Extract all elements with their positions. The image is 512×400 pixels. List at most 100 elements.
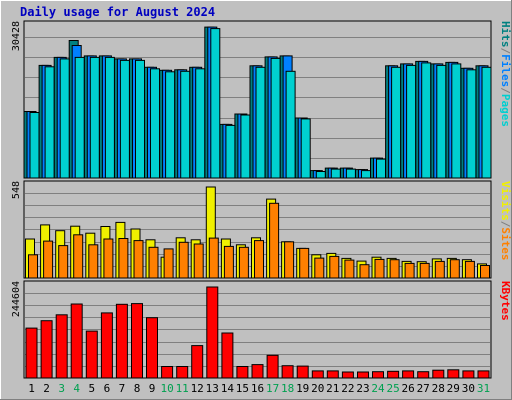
bar-kbytes-day-4 (70, 303, 83, 379)
bar-sites-day-27 (419, 262, 430, 279)
x-tick-label-day-23: 23 (356, 382, 369, 395)
bar-kbytes-day-30 (462, 370, 475, 379)
x-tick-label-day-22: 22 (341, 382, 354, 395)
bar-sites-day-25 (389, 259, 400, 279)
x-tick-label-day-9: 9 (149, 382, 156, 395)
x-tick-label-day-31: 31 (477, 382, 490, 395)
bar-sites-day-19 (299, 247, 310, 279)
legend--label: / (499, 48, 512, 55)
bar-pages-day-15 (240, 114, 251, 179)
chart-title: Daily usage for August 2024 (20, 5, 215, 19)
x-tick-label-day-16: 16 (251, 382, 264, 395)
x-tick-label-day-12: 12 (191, 382, 204, 395)
bar-sites-day-10 (163, 248, 174, 279)
panel-middle-legend: Visits/Sites (499, 181, 512, 261)
bar-kbytes-day-17 (266, 354, 279, 379)
bar-sites-day-15 (238, 246, 249, 279)
bar-sites-day-16 (254, 240, 264, 279)
series-sites (28, 202, 490, 279)
bar-pages-day-6 (104, 56, 115, 179)
bar-kbytes-day-25 (387, 370, 400, 379)
bar-kbytes-day-14 (221, 332, 234, 379)
legend--label: / (499, 87, 512, 94)
x-tick-label-day-19: 19 (296, 382, 309, 395)
bar-kbytes-day-27 (417, 371, 430, 379)
x-tick-label-day-26: 26 (401, 382, 414, 395)
legend-visits-label: Visits (499, 181, 512, 221)
bar-kbytes-day-18 (281, 365, 294, 379)
panel-top: 30428 Hits/Files/Pages (11, 20, 512, 179)
bar-sites-day-31 (480, 265, 490, 279)
bar-sites-day-24 (374, 258, 385, 279)
bar-pages-day-3 (59, 58, 70, 179)
bar-sites-day-8 (133, 240, 144, 279)
bar-kbytes-day-13 (206, 286, 219, 379)
x-tick-label-day-30: 30 (462, 382, 475, 395)
bar-sites-day-7 (118, 238, 129, 279)
bar-sites-day-18 (284, 241, 295, 279)
bar-sites-day-22 (344, 259, 355, 279)
bar-pages-day-7 (119, 59, 130, 179)
bar-pages-day-5 (89, 56, 100, 179)
panel-bottom-max-label: 244604 (11, 281, 22, 317)
bar-sites-day-9 (148, 246, 159, 279)
x-tick-label-day-4: 4 (73, 382, 80, 395)
bar-pages-day-8 (135, 59, 145, 179)
panel-bottom-legend: KBytes (499, 281, 512, 321)
bar-pages-day-24 (376, 158, 386, 179)
series-kbytes (25, 286, 490, 379)
bar-sites-day-5 (88, 244, 99, 279)
bar-sites-day-1 (28, 254, 38, 279)
bar-kbytes-day-26 (402, 370, 415, 379)
x-tick-label-day-24: 24 (371, 382, 385, 395)
bar-pages-day-16 (255, 66, 266, 179)
bar-pages-day-31 (481, 66, 492, 179)
bar-sites-day-26 (404, 262, 415, 279)
bar-kbytes-day-28 (432, 369, 445, 379)
x-tick-label-day-6: 6 (104, 382, 111, 395)
bar-pages-day-27 (421, 62, 432, 179)
bar-pages-day-20 (315, 171, 326, 179)
x-tick-label-day-8: 8 (134, 382, 141, 395)
x-tick-label-day-27: 27 (417, 382, 430, 395)
bar-kbytes-day-21 (326, 370, 339, 379)
bar-sites-day-29 (449, 259, 460, 279)
series-pages (29, 28, 492, 179)
panel-top-max-label: 30428 (11, 21, 22, 51)
bar-kbytes-day-15 (236, 366, 249, 379)
bar-kbytes-day-3 (55, 314, 68, 379)
x-tick-label-day-17: 17 (266, 382, 279, 395)
bar-kbytes-day-9 (146, 317, 158, 379)
panel-bottom: 244604 KBytes (11, 280, 512, 379)
bar-pages-day-12 (195, 68, 206, 179)
bar-sites-day-13 (208, 237, 219, 279)
bar-pages-day-26 (406, 64, 417, 179)
bar-pages-day-2 (44, 66, 55, 179)
bar-kbytes-day-31 (477, 370, 490, 379)
bar-kbytes-day-23 (357, 371, 369, 379)
x-tick-label-day-11: 11 (176, 382, 189, 395)
bar-kbytes-day-16 (251, 364, 264, 379)
x-tick-label-day-20: 20 (311, 382, 324, 395)
x-tick-label-day-18: 18 (281, 382, 294, 395)
bar-kbytes-day-2 (40, 320, 53, 379)
bar-pages-day-30 (466, 69, 477, 179)
x-tick-label-day-25: 25 (386, 382, 399, 395)
bar-kbytes-day-1 (25, 327, 38, 379)
bar-sites-day-17 (269, 202, 280, 279)
bar-sites-day-3 (58, 245, 69, 279)
bar-pages-day-13 (210, 28, 221, 179)
bar-kbytes-day-22 (341, 371, 354, 379)
bar-pages-day-29 (451, 63, 462, 179)
x-tick-label-day-1: 1 (28, 382, 35, 395)
legend-sites-label: Sites (499, 227, 512, 260)
bar-pages-day-17 (270, 57, 281, 179)
bar-pages-day-28 (436, 64, 447, 179)
x-tick-label-day-29: 29 (447, 382, 460, 395)
bar-kbytes-day-19 (296, 365, 309, 379)
x-tick-label-day-13: 13 (206, 382, 219, 395)
bar-sites-day-2 (43, 240, 54, 279)
bar-sites-day-11 (178, 241, 189, 279)
bar-pages-day-19 (300, 118, 311, 179)
